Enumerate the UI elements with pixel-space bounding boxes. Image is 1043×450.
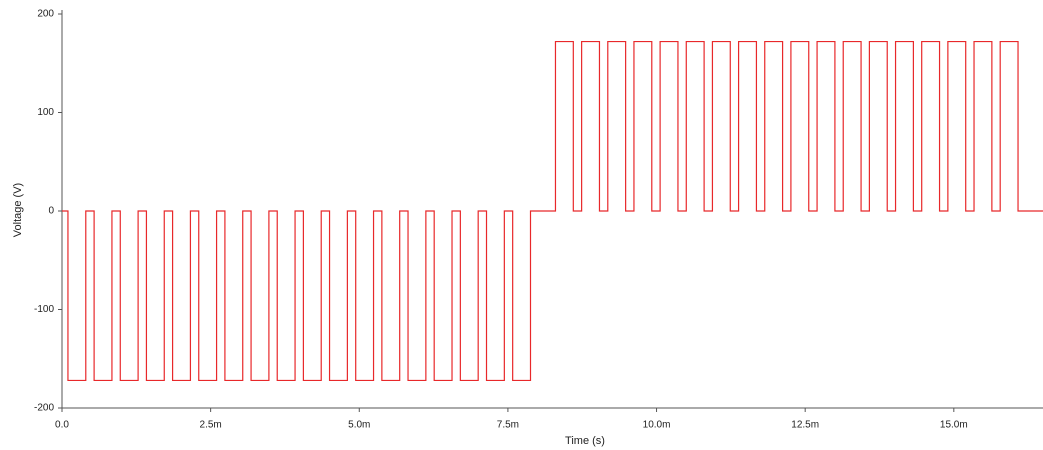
- y-tick-label: 100: [37, 107, 54, 118]
- y-tick-label: 0: [48, 206, 54, 217]
- x-tick-label: 15.0m: [940, 420, 968, 431]
- x-tick-label: 7.5m: [497, 420, 519, 431]
- chart: Voltage (V) Time (s) 200 100 0 -100 -2000.0 2…: [0, 0, 1043, 450]
- x-tick-label: 5.0m: [348, 420, 370, 431]
- y-axis-title: Voltage (V): [12, 183, 24, 237]
- waveform-line: [62, 42, 1043, 381]
- page: Voltage (V) Time (s) 200 100 0 -100 -2000.0 2…: [0, 0, 1043, 450]
- x-axis-title: Time (s): [565, 435, 605, 447]
- y-tick-label: 200: [37, 9, 54, 20]
- x-tick-label: 10.0m: [643, 420, 671, 431]
- x-tick-label: 2.5m: [200, 420, 222, 431]
- x-tick-label: 12.5m: [791, 420, 819, 431]
- x-tick-label: 0.0: [55, 420, 69, 431]
- y-tick-label: -100: [34, 304, 54, 315]
- y-tick-label: -200: [34, 403, 54, 414]
